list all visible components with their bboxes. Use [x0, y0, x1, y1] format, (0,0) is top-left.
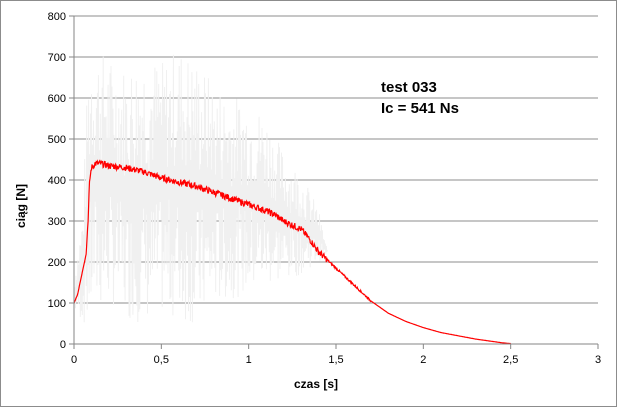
raw-signal-band — [73, 54, 328, 323]
x-tick-label: 2 — [420, 354, 426, 366]
axes — [69, 15, 599, 349]
y-tick-label: 400 — [48, 175, 66, 187]
raw-signal-line — [73, 54, 328, 323]
annotation-test-name: test 033 — [381, 79, 437, 96]
y-tick-label: 800 — [48, 11, 66, 23]
y-tick-label: 500 — [48, 134, 66, 146]
x-tick-label: 2,5 — [503, 354, 518, 366]
thrust-series-line — [73, 159, 511, 345]
x-tick-label: 0 — [71, 354, 77, 366]
y-tick-label: 300 — [48, 216, 66, 228]
thrust-curve — [73, 159, 511, 345]
annotation-impulse: Ic = 541 Ns — [381, 100, 459, 117]
x-axis-label: czas [s] — [294, 377, 338, 391]
y-axis-label: ciąg [N] — [14, 184, 28, 228]
x-tick-label: 1,5 — [328, 354, 343, 366]
y-tick-label: 700 — [48, 52, 66, 64]
x-tick-label: 1 — [246, 354, 252, 366]
x-tick-label: 3 — [595, 354, 601, 366]
y-tick-label: 200 — [48, 257, 66, 269]
y-tick-labels: 0 100 200 300 400 500 600 700 800 — [48, 11, 66, 351]
y-tick-label: 600 — [48, 93, 66, 105]
x-tick-label: 0,5 — [154, 354, 169, 366]
y-tick-label: 100 — [48, 298, 66, 310]
x-tick-labels: 0 0,5 1 1,5 2 2,5 3 — [71, 354, 601, 366]
y-tick-label: 0 — [60, 339, 66, 351]
